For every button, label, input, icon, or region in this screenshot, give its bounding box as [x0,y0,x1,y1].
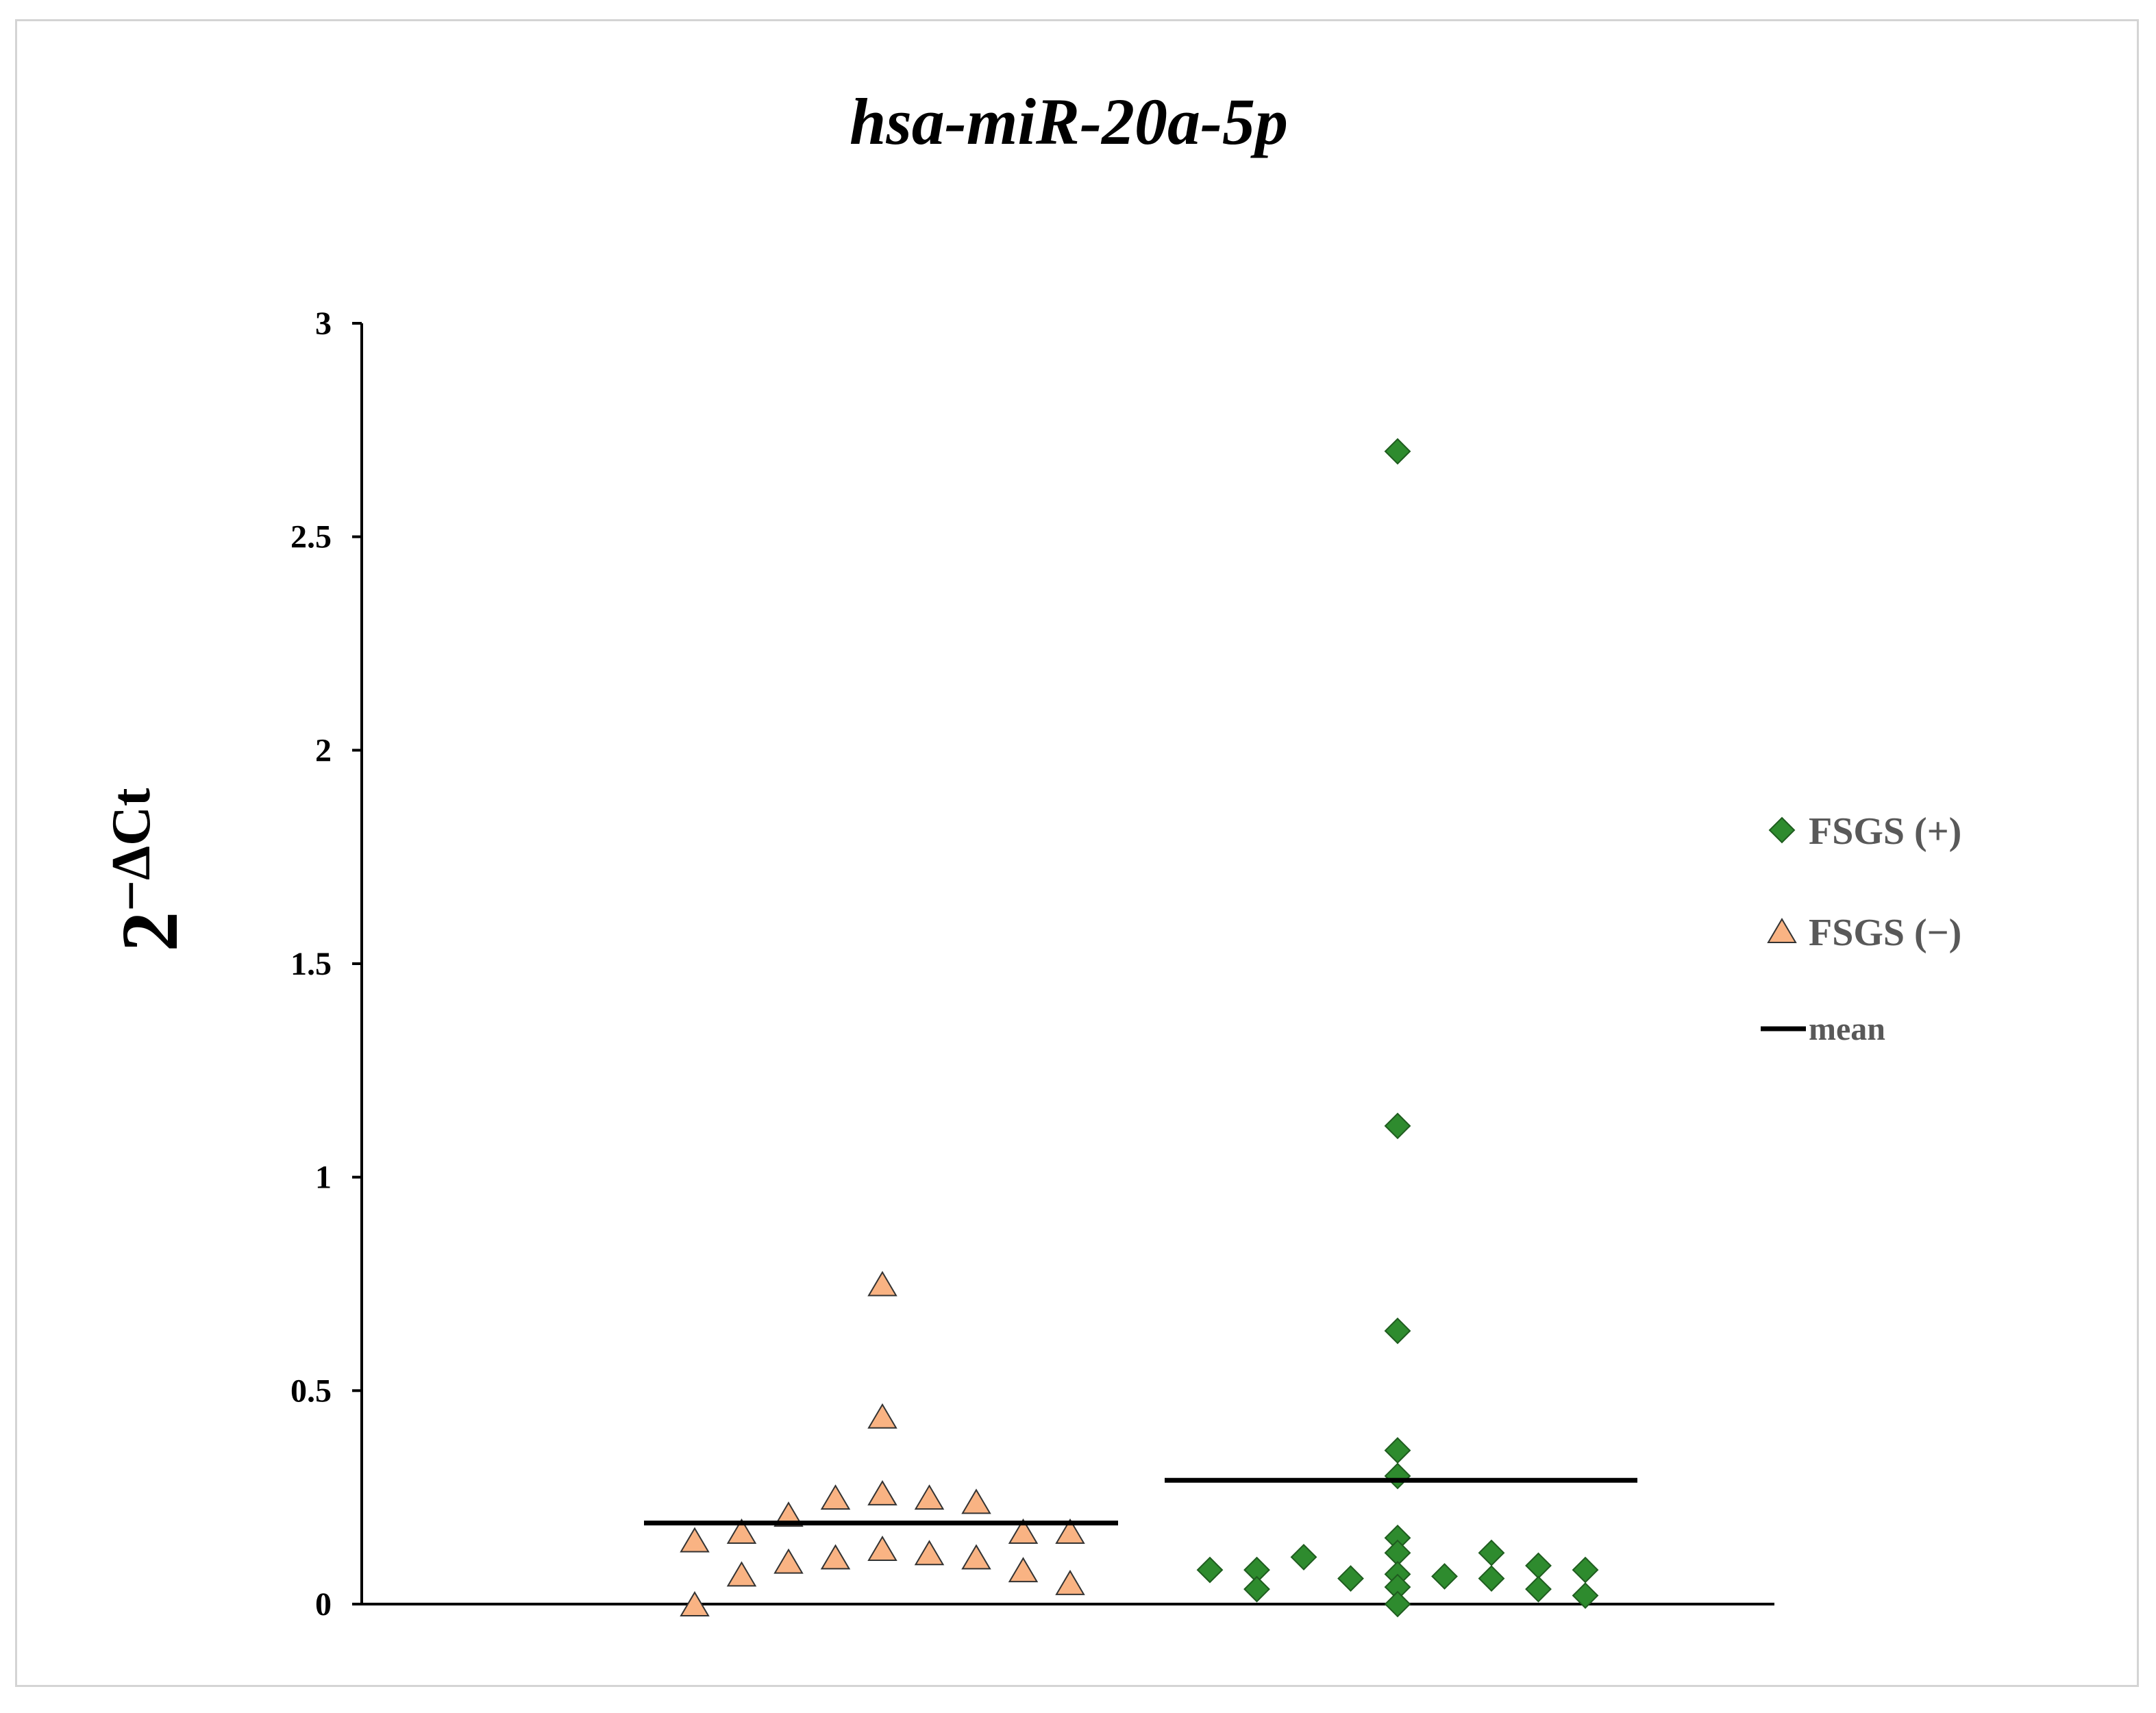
y-tick-label: 3 [315,305,332,342]
svg-text:2−ΔCt: 2−ΔCt [101,788,195,952]
data-point-triangle [961,1488,991,1514]
y-tick-label: 2.5 [290,519,332,555]
data-point-triangle [726,1518,757,1545]
data-point-diamond [1525,1552,1552,1579]
data-point-triangle [1055,1518,1085,1545]
legend-item-fsgs-positive: FSGS (+) [1768,810,1961,853]
chart-frame [15,19,2139,1687]
data-point-diamond [1384,438,1411,465]
data-point-diamond [1196,1556,1224,1584]
y-tick-label: 0.5 [290,1373,332,1409]
y-axis-label: 2−ΔCt [101,788,195,952]
data-point-triangle [820,1484,851,1510]
data-marks [644,438,1637,1618]
y-axis-label-base: 2 [105,912,195,952]
data-point-diamond [1337,1565,1364,1592]
data-point-diamond [1431,1563,1458,1590]
data-point-diamond [1384,1317,1411,1345]
legend-item-mean: mean [1761,1011,1885,1047]
y-axis-label-exponent: −ΔCt [101,788,162,912]
y-tick-label: 1.5 [290,946,332,982]
data-point-diamond [1572,1582,1599,1609]
data-point-triangle [773,1501,804,1527]
data-point-triangle [726,1561,757,1587]
legend-label-mean: mean [1809,1011,1885,1047]
legend-diamond-icon [1768,816,1796,844]
data-point-diamond [1384,1462,1411,1490]
data-point-triangle [1055,1569,1085,1595]
data-point-diamond [1478,1539,1505,1566]
data-point-triangle [867,1271,897,1297]
data-point-diamond [1525,1575,1552,1603]
data-point-triangle [680,1591,710,1616]
axes: 0 0.5 1 1.5 2 2.5 3 [290,305,1774,1623]
legend: FSGS (+) FSGS (−) mean [1761,810,1961,1047]
chart-title: hsa-miR-20a-5p [850,85,1288,158]
y-tick-label: 1 [315,1160,332,1196]
data-point-diamond [1243,1575,1270,1603]
data-point-triangle [1008,1518,1039,1545]
y-tick-label: 0 [315,1586,332,1623]
data-point-diamond [1478,1565,1505,1592]
data-point-triangle [820,1544,851,1570]
data-point-diamond [1290,1544,1317,1571]
data-point-triangle [1008,1557,1039,1583]
data-point-diamond [1384,1437,1411,1464]
legend-label-fsgs-negative: FSGS (−) [1809,912,1961,954]
data-point-diamond [1384,1590,1411,1618]
data-point-triangle [867,1535,897,1561]
legend-label-fsgs-positive: FSGS (+) [1809,810,1961,853]
series-fsgs-negative [644,1271,1118,1616]
series-fsgs-positive [1165,438,1637,1618]
data-point-triangle [961,1544,991,1570]
legend-triangle-icon [1767,918,1797,943]
data-point-triangle [867,1479,897,1505]
y-tick-label: 2 [315,732,332,768]
data-point-diamond [1572,1556,1599,1584]
legend-item-fsgs-negative: FSGS (−) [1767,912,1961,954]
data-point-triangle [773,1548,804,1574]
data-point-diamond [1384,1112,1411,1140]
data-point-triangle [914,1540,945,1566]
data-point-triangle [680,1527,710,1553]
data-point-triangle [914,1484,945,1510]
data-point-triangle [867,1403,897,1429]
